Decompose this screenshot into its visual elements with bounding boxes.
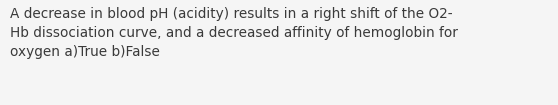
Text: A decrease in blood pH (acidity) results in a right shift of the O2-
Hb dissocia: A decrease in blood pH (acidity) results… [10, 7, 458, 59]
